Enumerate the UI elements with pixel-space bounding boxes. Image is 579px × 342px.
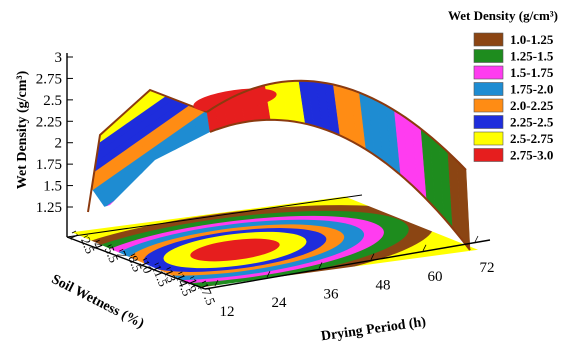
x-axis-line xyxy=(204,239,491,290)
y-tick xyxy=(142,257,148,261)
legend-swatch xyxy=(473,32,504,47)
y-tick xyxy=(119,248,124,252)
surface-band xyxy=(96,115,210,203)
y-tick-label: 8.5 xyxy=(125,253,145,274)
y-tick xyxy=(83,235,88,238)
legend-swatch xyxy=(473,115,504,129)
x-tick xyxy=(474,235,479,243)
surface-band xyxy=(88,104,208,191)
z-tick-label: 1.5 xyxy=(43,179,62,195)
surface-band xyxy=(88,98,204,185)
legend: Wet Density (g/cm³) 1.0-1.25 1.25-1.51.5-… xyxy=(448,8,558,163)
y-tick-label: 13 xyxy=(161,267,180,285)
y-axis-title: Soil Wetness (%) xyxy=(49,272,147,332)
y-tick xyxy=(107,244,112,247)
x-tick-label: 60 xyxy=(428,269,443,285)
surface-front xyxy=(193,79,471,251)
y-tick xyxy=(130,253,136,257)
legend-label: 2.0-2.25 xyxy=(510,98,554,113)
y-tick xyxy=(201,280,207,284)
surface-band xyxy=(92,109,210,197)
x-tick xyxy=(370,253,375,260)
z-tick-label: 1.75 xyxy=(36,157,62,173)
y-tick xyxy=(178,271,183,275)
x-tick-label: 24 xyxy=(272,295,288,311)
x-tick xyxy=(422,244,427,251)
z-tick-label: 2 xyxy=(55,136,63,152)
y-tick-label: 5.5 xyxy=(102,244,122,265)
legend-label: 2.25-2.5 xyxy=(510,115,554,130)
surface-band xyxy=(88,90,192,168)
x-tick xyxy=(318,262,323,269)
surface-peak xyxy=(193,88,277,112)
floor-contour xyxy=(190,238,280,262)
legend-label: 1.25-1.5 xyxy=(510,49,554,64)
x-axis-title: Drying Period (h) xyxy=(320,315,427,342)
legend-label: 2.75-3.0 xyxy=(510,148,553,163)
x-tick-label: 36 xyxy=(324,286,340,302)
z-tick-label: 2.25 xyxy=(36,114,62,130)
x-tick-label: 12 xyxy=(220,304,235,320)
legend-label: 2.5-2.75 xyxy=(510,131,554,146)
surface-band xyxy=(88,92,200,180)
y-axis-line xyxy=(66,236,206,290)
y-tick xyxy=(95,239,100,243)
legend-label: 1.75-2.0 xyxy=(510,82,553,97)
z-tick-label: 3 xyxy=(55,50,63,66)
legend-title: Wet Density (g/cm³) xyxy=(448,8,558,23)
legend-swatch xyxy=(473,148,504,162)
y-tick-label: 16 xyxy=(184,276,203,294)
y-tick-label: 2.5 xyxy=(78,235,98,256)
z-tick-label: 2.5 xyxy=(43,93,62,109)
y-tick xyxy=(154,262,159,266)
y-tick-label: 10 xyxy=(137,258,156,276)
legend-swatch xyxy=(473,98,504,113)
z-axis-title: Wet Density (g/cm³) xyxy=(15,70,30,189)
legend-swatch xyxy=(473,82,504,96)
x-tick-label: 48 xyxy=(376,278,391,294)
x-tick xyxy=(266,271,271,278)
surface-band xyxy=(88,90,196,174)
y-tick xyxy=(190,276,195,279)
legend-swatch xyxy=(473,65,504,80)
legend-label: 1.0-1.25 xyxy=(510,32,554,47)
legend-swatch xyxy=(473,49,504,63)
z-tick-label: 1.25 xyxy=(36,200,62,216)
y-tick-label: 1 xyxy=(66,231,82,243)
x-tick xyxy=(214,279,219,287)
y-tick xyxy=(166,267,171,270)
legend-swatch xyxy=(473,131,504,146)
z-tick-label: 2.75 xyxy=(36,71,62,87)
y-tick xyxy=(71,230,77,234)
legend-label: 1.5-1.75 xyxy=(510,65,554,80)
floor-back-edge xyxy=(66,194,363,238)
x-tick-label: 72 xyxy=(480,260,495,276)
